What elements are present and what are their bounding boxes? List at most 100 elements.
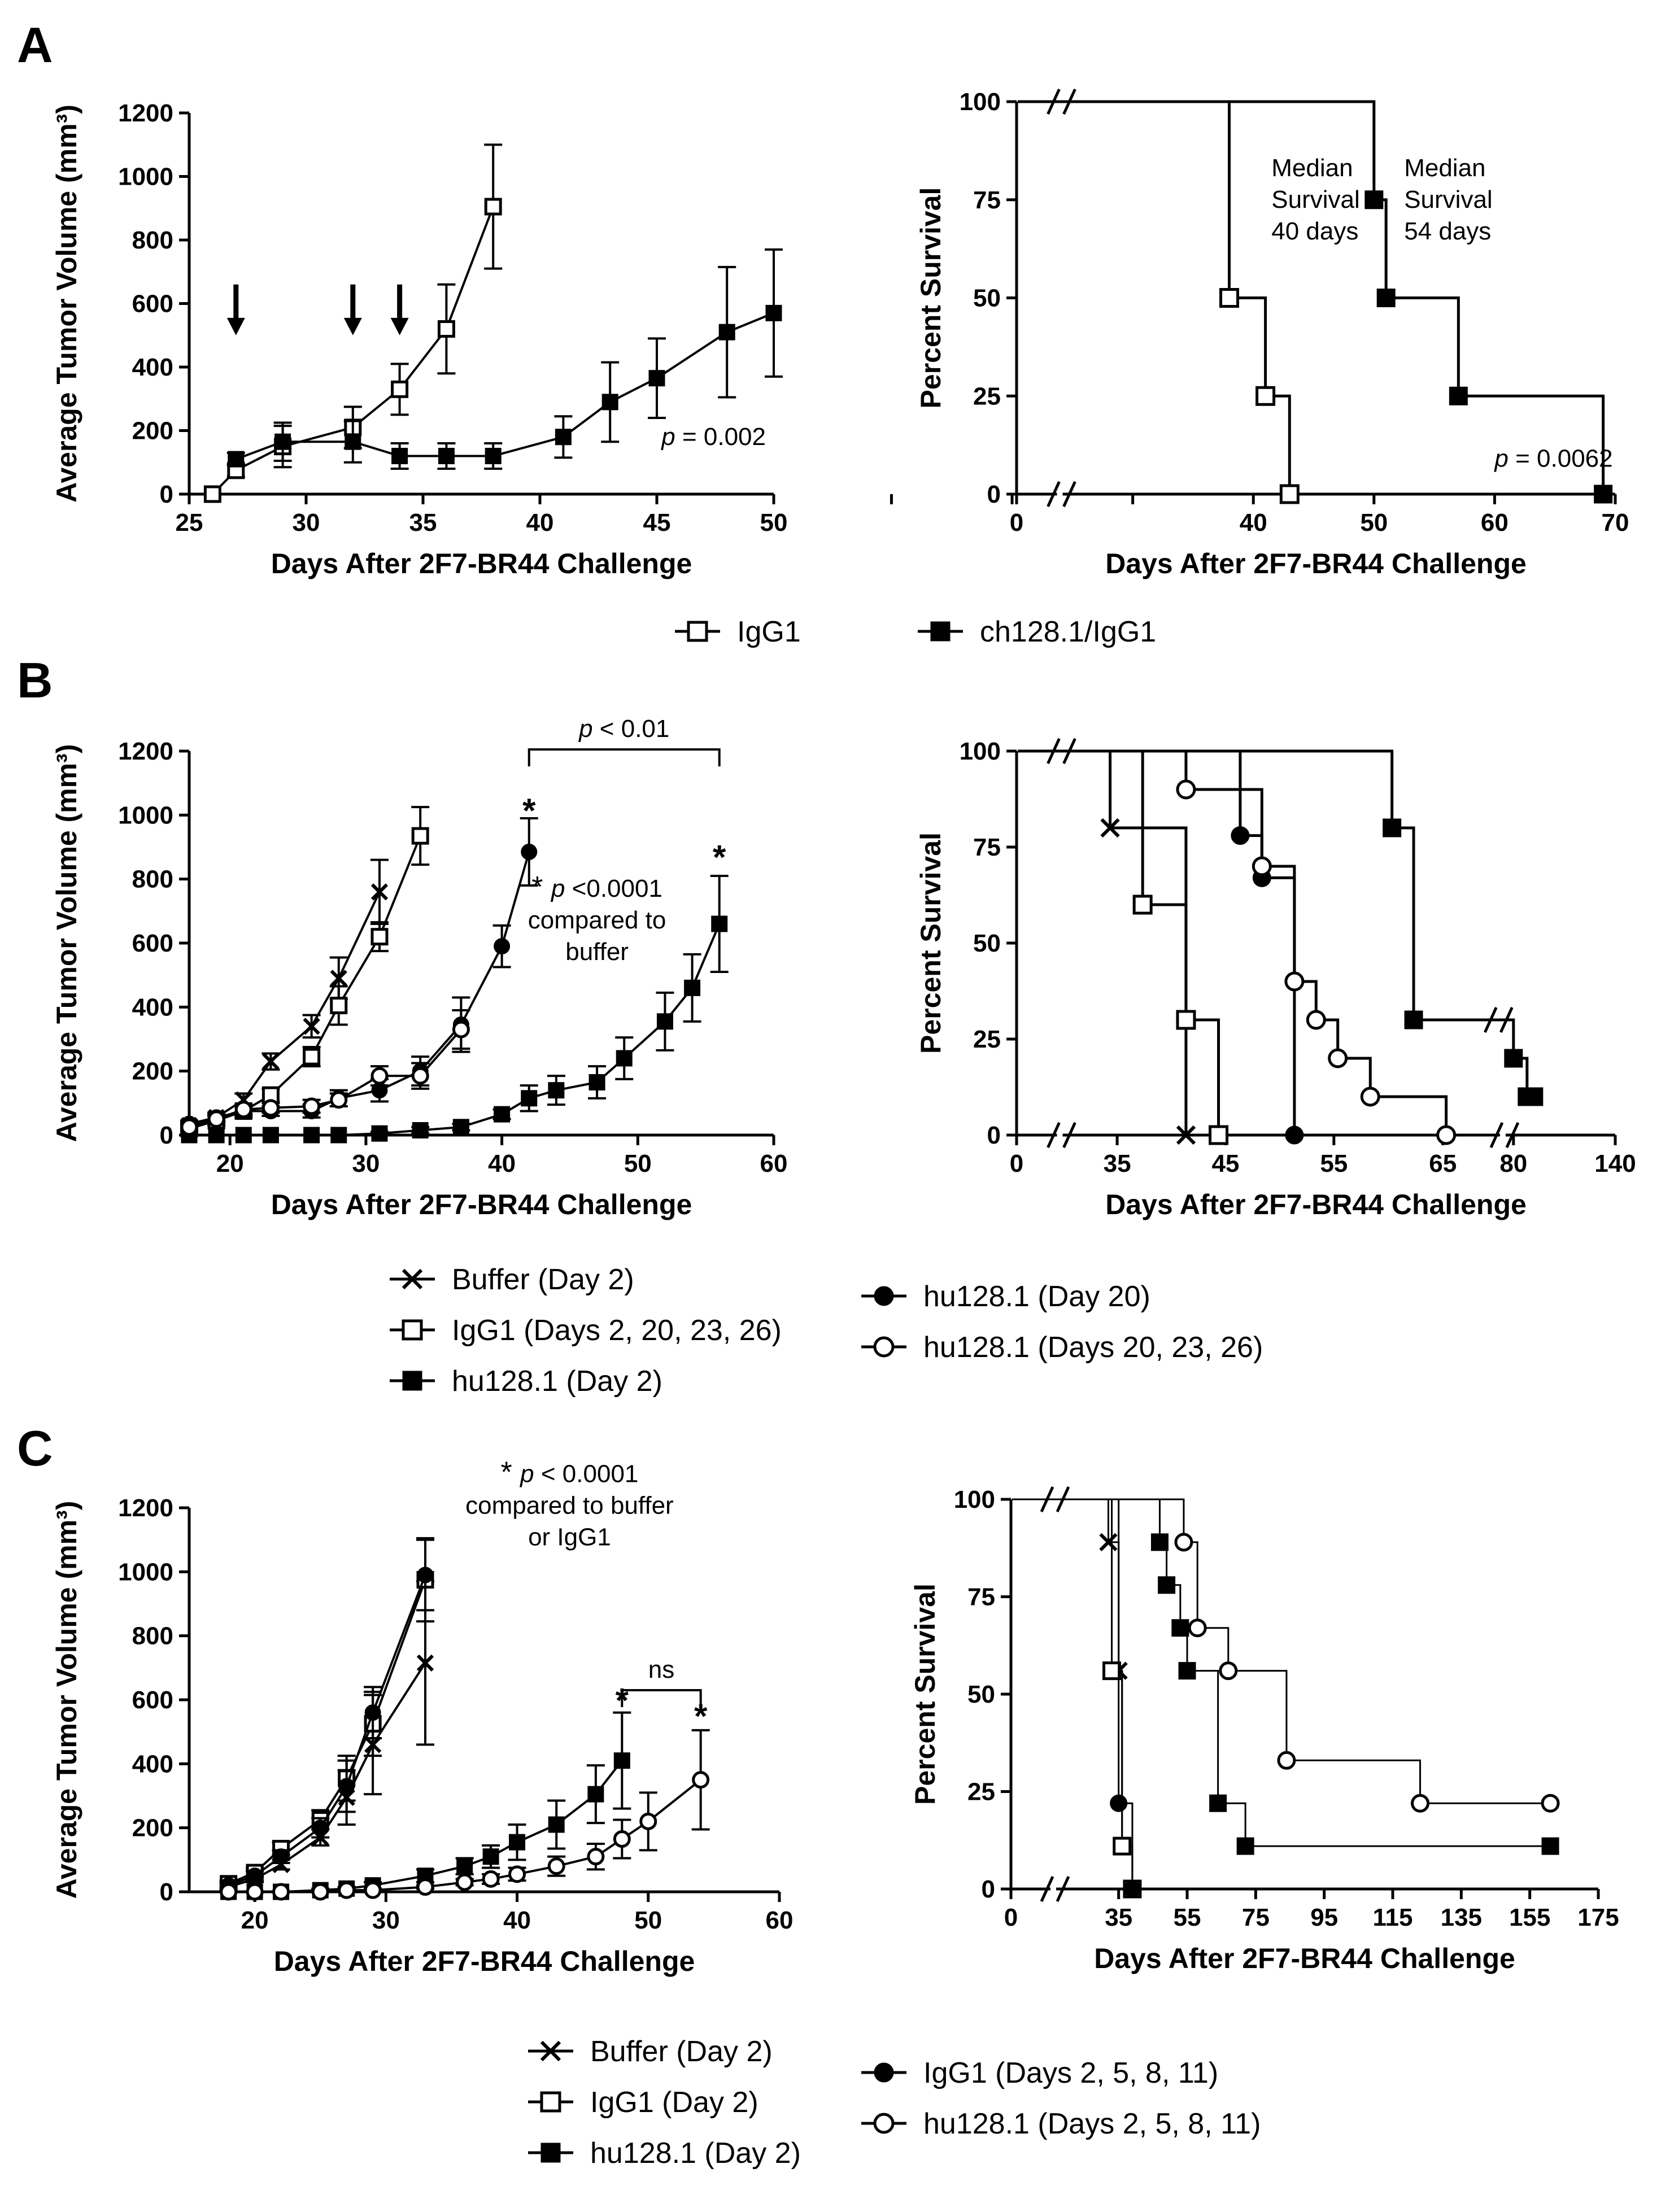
data-point bbox=[262, 1127, 279, 1144]
data-point bbox=[548, 1082, 565, 1099]
axis-break-gap bbox=[1057, 1132, 1063, 1138]
data-point bbox=[180, 1118, 198, 1136]
annotation-italic: p bbox=[519, 1460, 534, 1488]
significance-bracket bbox=[527, 748, 721, 767]
treatment-arrow-head bbox=[343, 317, 362, 335]
annotation-line: Survival bbox=[1404, 186, 1493, 213]
legend-label: IgG1 (Days 2, 5, 8, 11) bbox=[923, 2057, 1218, 2089]
data-point bbox=[338, 1778, 355, 1795]
y-tick-label: 50 bbox=[973, 930, 1001, 957]
x-axis-title: Days After 2F7-BR44 Challenge bbox=[274, 1945, 695, 1977]
y-tick-label: 800 bbox=[132, 226, 173, 254]
survival-point bbox=[1306, 1010, 1326, 1030]
survival-step-line bbox=[1012, 1498, 1551, 1847]
data-point bbox=[246, 1883, 264, 1901]
p-value-label: p = 0.002 bbox=[660, 423, 766, 451]
data-point bbox=[370, 883, 389, 901]
x-tick-label: 0 bbox=[1004, 1904, 1018, 1931]
y-tick-label: 0 bbox=[160, 1878, 173, 1906]
survival-step-line bbox=[1018, 100, 1291, 494]
x-tick-label: 175 bbox=[1577, 1904, 1619, 1931]
y-tick-label: 1000 bbox=[118, 801, 173, 829]
survival-point bbox=[1449, 386, 1468, 405]
x-tick-label: 40 bbox=[1240, 509, 1267, 536]
data-point bbox=[416, 1878, 434, 1896]
significance-star: * bbox=[694, 1698, 708, 1735]
x-tick-label: 55 bbox=[1320, 1150, 1348, 1177]
series-buffer-day-2- bbox=[180, 858, 389, 1135]
survival-point bbox=[1376, 289, 1396, 307]
y-tick-label: 25 bbox=[973, 382, 1001, 410]
data-point bbox=[547, 1857, 565, 1875]
legend-entry: hu128.1 (Days 2, 5, 8, 11) bbox=[861, 2108, 1261, 2140]
data-point bbox=[412, 1122, 429, 1138]
survival-point bbox=[1174, 1533, 1193, 1552]
y-tick-label: 800 bbox=[132, 1622, 173, 1650]
survival-point bbox=[1541, 1794, 1560, 1813]
y-tick-label: 100 bbox=[960, 88, 1001, 116]
x-tick-label: 60 bbox=[1481, 509, 1509, 536]
chart-b-survival: 0 25 50 75 100 0 35 45 55 65 80 140 Days After 2F7-B… bbox=[915, 738, 1636, 1220]
data-point bbox=[508, 1865, 526, 1883]
annotation-line: Median bbox=[1271, 154, 1353, 182]
x-tick-label: 45 bbox=[643, 509, 671, 536]
axis-break-gap bbox=[1499, 1132, 1506, 1138]
y-tick-label: 50 bbox=[967, 1681, 995, 1708]
y-tick-label: 200 bbox=[132, 1058, 173, 1085]
legend-entry: hu128.1 (Day 2) bbox=[528, 2137, 801, 2170]
y-tick-label: 600 bbox=[132, 930, 173, 957]
data-point bbox=[235, 1127, 252, 1144]
data-point bbox=[417, 1567, 434, 1583]
data-point bbox=[452, 1020, 470, 1039]
data-point bbox=[330, 1091, 348, 1109]
survival-point bbox=[1364, 190, 1384, 210]
survival-point bbox=[1110, 1794, 1128, 1812]
y-axis-title: Percent Survival bbox=[915, 187, 947, 409]
survival-point bbox=[1158, 1576, 1176, 1594]
x-tick-label: 30 bbox=[293, 509, 320, 536]
data-point bbox=[601, 394, 618, 411]
x-tick-label: 40 bbox=[526, 509, 554, 536]
axis-break-mark bbox=[1489, 1122, 1520, 1149]
annotation-line: compared to bbox=[528, 906, 666, 934]
x-axis-title: Days After 2F7-BR44 Challenge bbox=[271, 548, 692, 579]
data-point bbox=[521, 844, 538, 860]
x-tick-label: 115 bbox=[1373, 1904, 1413, 1931]
survival-point bbox=[1176, 1010, 1196, 1030]
x-tick-label: 60 bbox=[760, 1150, 788, 1177]
bracket-label-text: ns bbox=[648, 1656, 674, 1683]
survival-step-line bbox=[1012, 1498, 1134, 1889]
data-point bbox=[521, 1090, 538, 1107]
y-axis-title: Average Tumor Volume (mm³) bbox=[51, 104, 82, 503]
x-tick-label: 35 bbox=[1104, 1150, 1131, 1177]
data-point bbox=[692, 1771, 710, 1789]
data-point bbox=[273, 1848, 290, 1865]
y-tick-label: 50 bbox=[973, 285, 1001, 312]
axis-break-mark bbox=[1047, 481, 1076, 508]
legend-marker bbox=[540, 2091, 561, 2113]
data-point bbox=[330, 1127, 347, 1144]
data-point bbox=[262, 1053, 280, 1070]
legend-a: IgG1 ch128.1/IgG1 bbox=[675, 616, 1156, 648]
series-igg1-days-2-20-23-26- bbox=[180, 806, 430, 1138]
survival-point bbox=[1176, 1125, 1196, 1145]
significance-bracket bbox=[621, 1689, 702, 1707]
data-point bbox=[639, 1812, 657, 1830]
x-tick-label: 25 bbox=[176, 509, 203, 536]
x-tick-label: 75 bbox=[1242, 1904, 1270, 1931]
x-tick-label: 50 bbox=[634, 1906, 662, 1934]
annotation-text: < 0.0001 bbox=[534, 1460, 639, 1488]
y-tick-label: 400 bbox=[132, 354, 173, 381]
survival-point bbox=[1178, 1662, 1196, 1680]
x-tick-label: 55 bbox=[1174, 1904, 1201, 1931]
data-point bbox=[311, 1883, 329, 1901]
series-igg1-days-2-20-23-26- bbox=[1018, 749, 1229, 1145]
legend-marker bbox=[874, 1286, 894, 1306]
data-point bbox=[437, 320, 455, 338]
y-tick-label: 25 bbox=[973, 1026, 1001, 1053]
chart-c-tumor-volume: 0 200 400 600 800 1000 1200 20 30 40 50 60 Days Afte… bbox=[51, 1456, 793, 1977]
bracket-label: p < 0.01 bbox=[578, 715, 669, 743]
y-tick-label: 0 bbox=[160, 481, 173, 508]
x-axis-title: Days After 2F7-BR44 Challenge bbox=[271, 1189, 692, 1220]
survival-point bbox=[1100, 818, 1120, 838]
